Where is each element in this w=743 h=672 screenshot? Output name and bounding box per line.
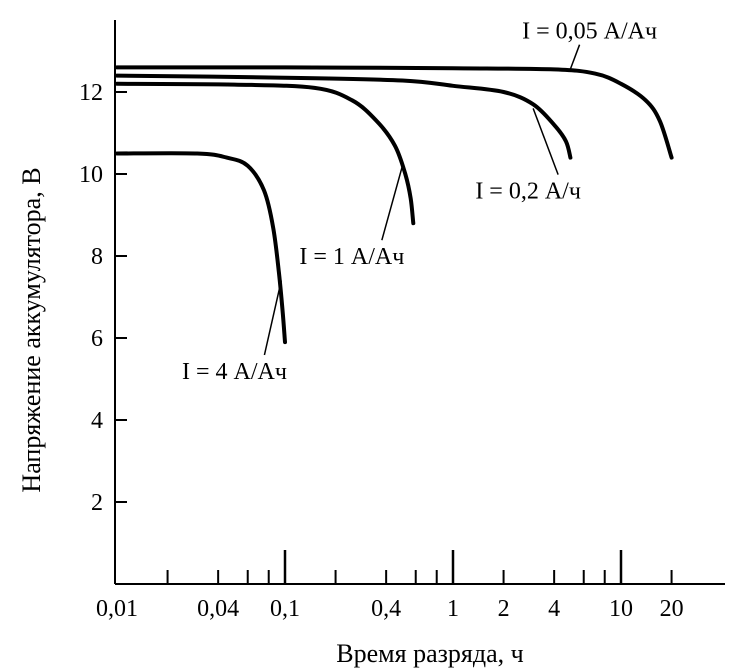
x-tick-label: 10 <box>609 596 633 622</box>
curve-label-3: I = 1 А/Ач <box>299 244 404 270</box>
curve-label-1: I = 0,05 А/Ач <box>522 19 657 45</box>
x-axis-title: Время разряда, ч <box>336 639 523 668</box>
curve-labels: I = 0,05 А/Ач I = 0,2 А/ч I = 1 А/Ач I = 4 … <box>182 19 657 385</box>
x-tick-label: 20 <box>660 596 684 622</box>
curve-label-4: I = 4 А/Ач <box>182 359 287 385</box>
curve-leader-4 <box>263 280 282 356</box>
x-ticks: 0,01 0,04 0,1 0,4 1 2 4 10 20 <box>96 550 684 622</box>
curve-leader-3 <box>381 165 404 241</box>
y-tick-label: 12 <box>79 80 103 106</box>
y-axis-title: Напряжение аккумулятора, В <box>17 167 46 492</box>
x-tick-label: 2 <box>498 596 510 622</box>
curve-series-1 <box>115 65 674 160</box>
y-tick-label: 8 <box>91 244 103 270</box>
x-tick-label: 4 <box>548 596 560 622</box>
curve-series-4 <box>115 151 287 345</box>
curves <box>115 65 674 345</box>
x-tick-label: 1 <box>447 596 459 622</box>
x-tick-label: 0,01 <box>96 596 138 622</box>
curve-leader-1 <box>569 44 581 70</box>
y-tick-label: 6 <box>91 326 103 352</box>
y-ticks: 2 4 6 8 10 12 <box>79 80 127 516</box>
axes <box>114 20 725 585</box>
curve-label-2: I = 0,2 А/ч <box>475 179 581 205</box>
x-tick-label: 0,4 <box>371 596 401 622</box>
curve-series-3 <box>115 81 416 226</box>
x-tick-label: 0,04 <box>197 596 239 622</box>
x-tick-label: 0,1 <box>270 596 300 622</box>
curve-series-2 <box>115 73 573 160</box>
y-tick-label: 10 <box>79 162 103 188</box>
curve-leader-2 <box>532 108 559 175</box>
y-tick-label: 2 <box>91 490 103 516</box>
y-tick-label: 4 <box>91 408 103 434</box>
